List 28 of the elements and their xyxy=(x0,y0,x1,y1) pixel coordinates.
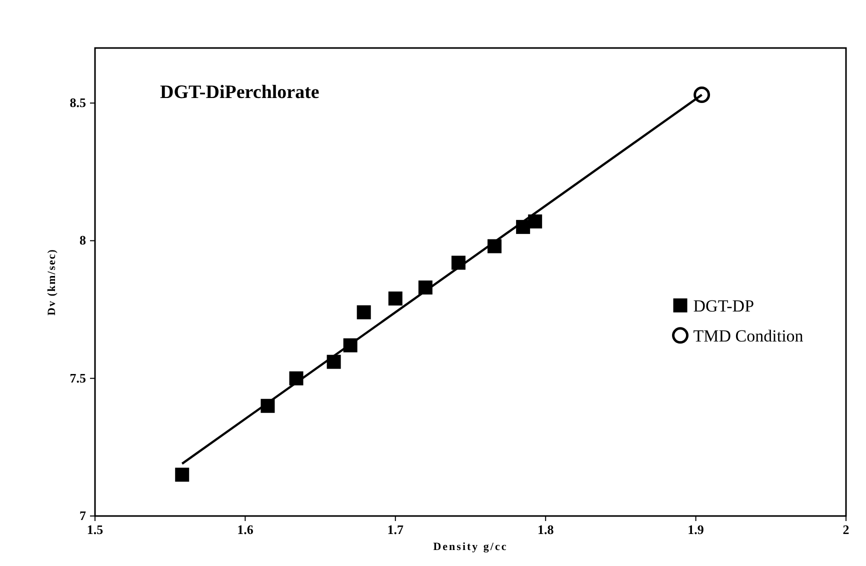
point xyxy=(418,280,432,295)
point xyxy=(260,398,275,413)
legend-label: TMD Condition xyxy=(693,326,804,346)
y-axis-title: Dv (km/sec) xyxy=(46,248,58,316)
y-tick-label: 7 xyxy=(80,508,86,523)
point xyxy=(388,292,402,306)
x-tick-label: 2 xyxy=(842,522,850,537)
point xyxy=(326,354,341,369)
point xyxy=(451,256,466,270)
x-tick-label: 1.9 xyxy=(688,522,704,537)
point xyxy=(356,305,371,320)
point xyxy=(289,371,304,386)
point xyxy=(694,86,710,104)
y-tick-label: 8.5 xyxy=(70,95,86,110)
y-tick-label: 7.5 xyxy=(70,370,86,386)
x-tick-label: 1.8 xyxy=(537,522,554,537)
point xyxy=(343,338,358,352)
x-tick-label: 1.6 xyxy=(237,522,254,537)
y-tick-label: 8 xyxy=(80,232,86,248)
point xyxy=(516,220,530,234)
legend-label: DGT-DP xyxy=(693,296,754,316)
point xyxy=(488,239,502,254)
point xyxy=(175,468,190,482)
x-axis-title: Density g/cc xyxy=(433,541,508,553)
x-tick-label: 1.5 xyxy=(86,522,104,537)
point xyxy=(528,214,542,228)
text: DGT-DiPerchlorate xyxy=(160,82,320,103)
x-tick-label: 1.7 xyxy=(387,522,404,537)
